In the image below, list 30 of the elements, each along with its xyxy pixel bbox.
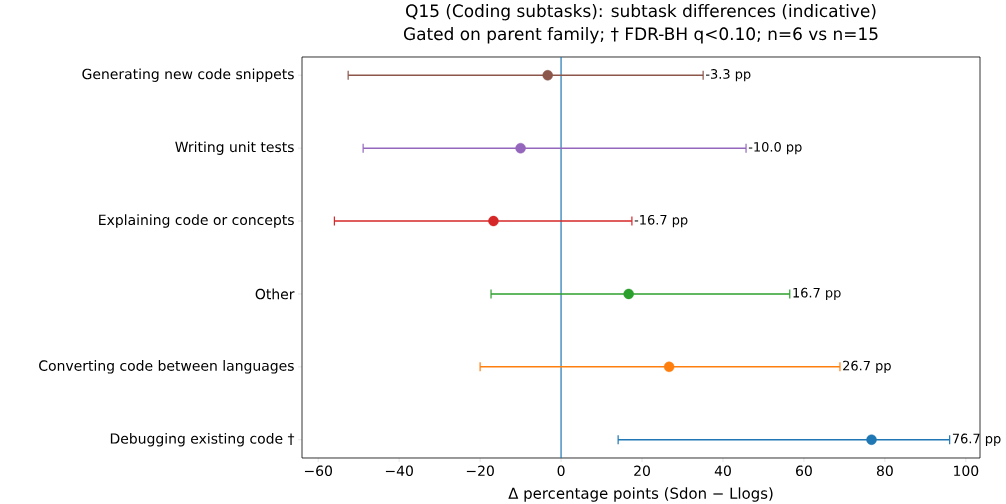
annotation: 76.7 pp [952,433,1001,446]
x-tick-label: −20 [466,465,494,477]
y-tick-label: Other [255,288,295,300]
point [515,142,526,154]
chart-subtitle: Gated on parent family; † FDR-BH q<0.10; n=6 vs n=15 [403,27,878,44]
x-tick-label: 60 [796,465,812,477]
point [542,70,553,81]
point [488,215,499,227]
x-tick-label: 0 [557,465,565,477]
annotation: 26.7 pp [843,360,891,373]
x-tick-label: 100 [954,465,979,477]
y-tick-label: Generating new code snippets [82,68,294,82]
annotation: 16.7 pp [793,287,841,301]
y-tick-label: Converting code between languages [39,360,294,374]
y-tick-label: Explaining code or concepts [99,214,294,228]
x-tick-label: 40 [714,465,731,477]
x-tick-label: 80 [876,465,893,477]
annotation: -3.3 pp [705,69,751,82]
y-tick-label: Debugging existing code † [110,433,295,447]
x-axis-title: Δ percentage points (Sdon − Llogs) [508,487,773,502]
point [866,434,877,445]
point [663,361,675,373]
y-tick-label: Writing unit tests [175,141,294,155]
chart-title: Q15 (Coding subtasks): subtask differences (indicative) [406,4,876,21]
annotation: -16.7 pp [634,214,688,228]
x-tick-label: −40 [385,465,413,477]
x-tick-label: −60 [304,465,332,477]
x-tick-label: 20 [634,465,650,477]
point [623,288,634,300]
annotation: -10.0 pp [748,141,802,155]
